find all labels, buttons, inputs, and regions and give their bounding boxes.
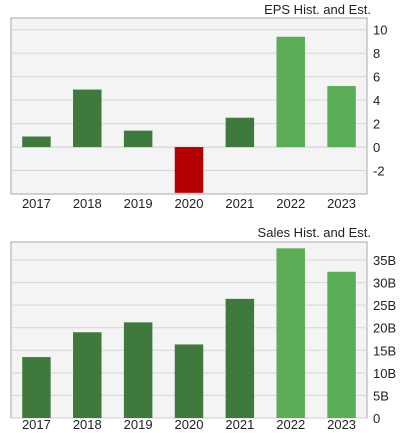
eps-ytick-label: 8 [373, 46, 380, 61]
sales-xtick-label: 2022 [276, 417, 305, 432]
eps-bar-2023 [327, 86, 356, 148]
sales-ytick-label: 30B [373, 276, 396, 291]
eps-chart: EPS Hist. and Est. -2 0 2 4 6 8 10 2017 2018 2019 2… [10, 2, 387, 211]
eps-bar-2021 [225, 117, 255, 148]
sales-ytick-label: 15B [373, 343, 396, 358]
sales-bar-2020 [174, 344, 204, 418]
sales-ytick-label: 20B [373, 321, 396, 336]
sales-bar-2019 [123, 322, 153, 418]
sales-bar-2017 [22, 357, 51, 418]
sales-bar-2022 [276, 248, 305, 418]
sales-xtick-label: 2023 [327, 417, 356, 432]
eps-xtick-label: 2019 [124, 196, 153, 211]
eps-xtick-label: 2020 [175, 196, 204, 211]
sales-chart: Sales Hist. and Est. 0 5B 10B 15B 20B 25B 30B 35… [10, 225, 396, 432]
sales-chart-title: Sales Hist. and Est. [258, 225, 371, 240]
sales-xtick-label: 2018 [73, 417, 102, 432]
eps-ytick-label: 4 [373, 93, 380, 108]
eps-ytick-label: 10 [373, 23, 387, 38]
sales-ytick-label: 25B [373, 298, 396, 313]
sales-bar-2023 [327, 271, 356, 418]
sales-bar-2018 [73, 332, 102, 418]
eps-ytick-label: -2 [373, 164, 385, 179]
eps-bar-2017 [22, 136, 51, 148]
eps-ytick-label: 6 [373, 70, 380, 85]
sales-ytick-label: 10B [373, 366, 396, 381]
eps-chart-title: EPS Hist. and Est. [264, 2, 371, 17]
eps-xtick-label: 2018 [73, 196, 102, 211]
eps-xtick-label: 2022 [276, 196, 305, 211]
sales-xtick-label: 2019 [124, 417, 153, 432]
eps-ytick-label: 2 [373, 117, 380, 132]
sales-xtick-label: 2017 [22, 417, 51, 432]
eps-bar-2018 [73, 89, 102, 148]
sales-bar-2021 [225, 298, 255, 418]
sales-xtick-label: 2021 [225, 417, 254, 432]
sales-ytick-label: 5B [373, 388, 389, 403]
eps-xtick-label: 2017 [22, 196, 51, 211]
eps-xtick-label: 2021 [225, 196, 254, 211]
eps-xtick-label: 2023 [327, 196, 356, 211]
sales-ytick-label: 0 [373, 411, 380, 426]
sales-xtick-label: 2020 [175, 417, 204, 432]
eps-bar-2020 [174, 147, 204, 193]
eps-ytick-label: 0 [373, 140, 380, 155]
eps-bar-2019 [123, 130, 153, 148]
eps-bar-2022 [276, 36, 305, 148]
sales-ytick-label: 35B [373, 253, 396, 268]
